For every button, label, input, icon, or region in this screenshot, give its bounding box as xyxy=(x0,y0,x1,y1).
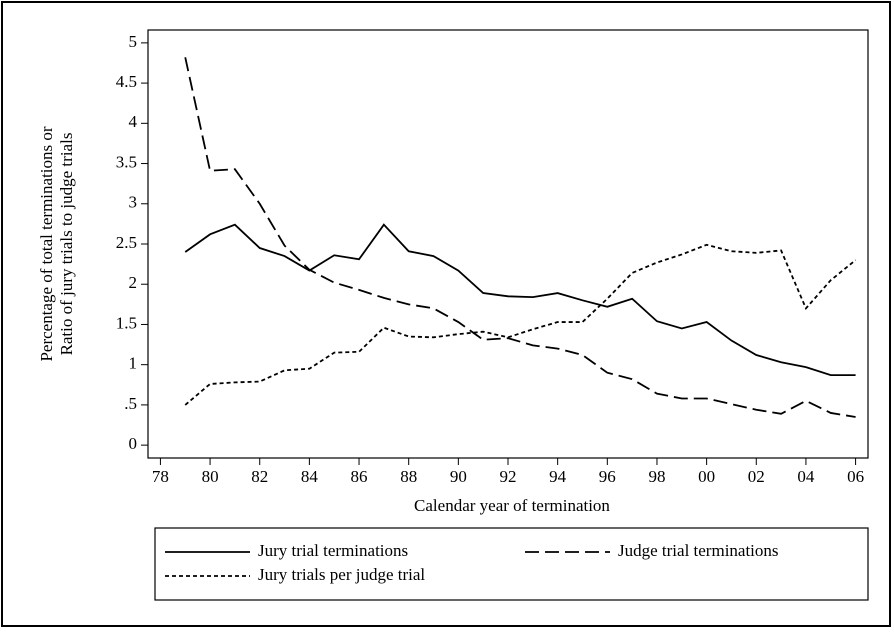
legend-label: Jury trials per judge trial xyxy=(258,565,425,584)
y-tick-label: 3.5 xyxy=(116,152,137,171)
legend-label: Judge trial terminations xyxy=(618,541,779,560)
y-tick-label: 4.5 xyxy=(116,72,137,91)
y-tick-label: 0 xyxy=(129,434,138,453)
series-line xyxy=(184,223,856,377)
x-tick-label: 98 xyxy=(648,467,665,486)
y-tick-label: 1 xyxy=(129,354,138,373)
y-tick-label: .5 xyxy=(124,394,137,413)
series-line xyxy=(184,243,857,406)
x-tick-label: 96 xyxy=(599,467,616,486)
y-axis-label: Ratio of jury trials to judge trials xyxy=(57,133,76,356)
y-axis-label: Percentage of total terminations or xyxy=(37,126,56,361)
y-tick-label: 1.5 xyxy=(116,313,137,332)
x-tick-label: 94 xyxy=(549,467,567,486)
series-line xyxy=(184,57,856,418)
x-tick-label: 04 xyxy=(797,467,815,486)
x-tick-label: 02 xyxy=(748,467,765,486)
x-tick-label: 88 xyxy=(400,467,417,486)
y-tick-label: 5 xyxy=(129,32,138,51)
x-tick-label: 84 xyxy=(301,467,319,486)
x-tick-label: 90 xyxy=(450,467,467,486)
x-tick-label: 80 xyxy=(202,467,219,486)
y-tick-label: 2 xyxy=(129,273,138,292)
y-tick-label: 3 xyxy=(129,193,138,212)
x-tick-label: 92 xyxy=(500,467,517,486)
x-tick-label: 00 xyxy=(698,467,715,486)
x-tick-label: 78 xyxy=(152,467,169,486)
legend-box xyxy=(154,527,869,601)
x-tick-label: 82 xyxy=(251,467,268,486)
x-tick-label: 06 xyxy=(847,467,864,486)
y-tick-label: 4 xyxy=(129,112,138,131)
y-tick-label: 2.5 xyxy=(116,233,137,252)
x-axis-label: Calendar year of termination xyxy=(414,496,610,515)
legend-label: Jury trial terminations xyxy=(258,541,408,560)
x-tick-label: 86 xyxy=(351,467,368,486)
